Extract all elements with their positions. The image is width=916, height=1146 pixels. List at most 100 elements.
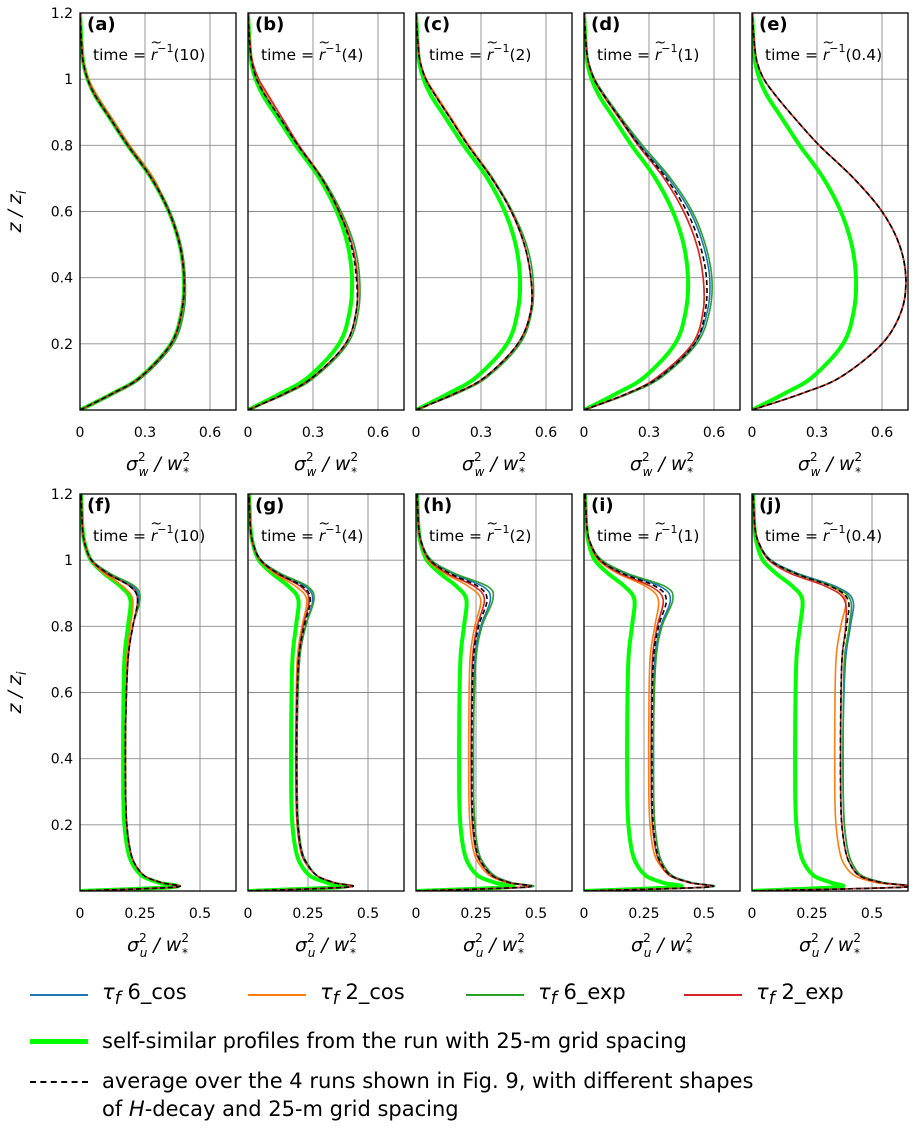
legend-item-average: average over the 4 runs shown in Fig. 9,… [30,1067,910,1123]
series-group-i [584,494,716,891]
time-annotation-i: time = r−1(1) [597,523,699,545]
ytick-label-f-2: 0.6 [51,686,73,702]
series-line-selfsim-d [584,13,691,410]
xtick-label-b-1: 0.3 [302,425,324,441]
time-annotation-tilde-h: ~ [486,516,498,532]
series-line-avg-f [80,494,182,891]
time-annotation-tilde-e: ~ [822,35,834,51]
time-annotation-tilde-g: ~ [318,516,330,532]
series-group-b [248,13,361,410]
ytick-label-f-3: 0.8 [51,619,73,635]
xlabel-a: σ2 w / w2 * [126,450,190,479]
panel-h: 0 0.25 0.5σ2 u / w2 * (h) time = r−1(2)~ [412,493,573,960]
time-annotation-d: time = r−1(1) [597,42,699,64]
time-annotation-e: time = r−1(0.4) [765,42,882,64]
xtick-label-a-0: 0 [76,425,85,441]
series-line-selfsim-j [752,494,846,891]
xtick-label-b-0: 0 [244,425,253,441]
legend-swatch-average [30,1081,88,1083]
panel-i: 0 0.25 0.5σ2 u / w2 * (i) time = r−1(1)~ [580,493,741,960]
legend: τf 6_cos τf 2_cos τf 6_exp τf 2_exp self… [30,975,910,1123]
xtick-label-g-0: 0 [244,906,253,922]
series-group-j [752,494,908,891]
ytick-label-a-1: 0.4 [51,271,73,287]
legend-item-tau2exp: τf 2_exp [684,975,844,1015]
legend-label-average-line1: average over the 4 runs shown in Fig. 9,… [102,1069,754,1093]
series-line-avg-a [80,13,185,410]
panel-label-i: (i) [591,495,614,516]
series-line-selfsim-i [584,494,684,891]
ytick-label-a-4: 1 [64,72,73,88]
time-annotation-f: time = r−1(10) [93,523,205,545]
time-annotation-tilde-d: ~ [654,35,666,51]
panel-b: 0 0.3 0.6 σ2 w / w2 * (b) time = r−1(4)~ [244,12,405,479]
legend-label-tau2cos: τf 2_cos [320,980,405,1010]
xlabel-b: σ2 w / w2 * [294,450,358,479]
axes-frame-h [415,493,573,892]
time-annotation-g: time = r−1(4) [261,523,363,545]
axes-frame-b [247,12,405,411]
legend-swatch-tau2cos [248,994,306,996]
xlabel-c: σ2 w / w2 * [462,450,526,479]
axes-frame-g [247,493,405,892]
panel-c: 0 0.3 0.6 σ2 w / w2 * (c) time = r−1(2)~ [412,12,573,479]
legend-item-selfsim: self-similar profiles from the run with … [30,1021,687,1061]
xtick-label-b-2: 0.6 [367,425,389,441]
panel-label-c: (c) [423,14,450,35]
legend-label-selfsim: self-similar profiles from the run with … [102,1029,687,1053]
axes-frame-e [751,12,909,411]
series-line-selfsim-e [752,13,859,410]
series-line-avg-g [248,494,355,891]
time-annotation-tilde-f: ~ [150,516,162,532]
legend-item-tau6cos: τf 6_cos [30,975,187,1015]
xtick-label-e-1: 0.3 [806,425,828,441]
xlabel-f: σ2 u / w2 * [127,931,189,960]
time-annotation-j: time = r−1(0.4) [765,523,882,545]
xtick-label-j-2: 0.5 [861,906,883,922]
axes-frame-j [751,493,909,892]
time-annotation-a: time = r−1(10) [93,42,205,64]
panel-g: 0 0.25 0.5σ2 u / w2 * (g) time = r−1(4)~ [244,493,405,960]
panel-j: 0 0.25 0.5σ2 u / w2 * (j) time = r−1(0.4)~ [748,493,909,960]
legend-row-selfsim: self-similar profiles from the run with … [30,1021,910,1061]
axes-frame-a [79,12,237,411]
xtick-label-i-1: 0.25 [628,906,659,922]
time-annotation-tilde-b: ~ [318,35,330,51]
legend-label-tau6cos: τf 6_cos [102,980,187,1010]
series-line-avg-e [752,13,907,410]
time-annotation-tilde-j: ~ [822,516,834,532]
legend-item-tau6exp: τf 6_exp [466,975,626,1015]
xtick-label-a-2: 0.6 [199,425,221,441]
ytick-label-f-1: 0.4 [51,752,73,768]
axes-frame-d [583,12,741,411]
xtick-label-f-0: 0 [76,906,85,922]
time-annotation-tilde-a: ~ [150,35,162,51]
ytick-label-f-4: 1 [64,553,73,569]
figure-panels: 0 0.3 0.6 0.2 0.4 0.6 0.8 1 1.2 z / zi σ2 w / w2 * (a… [4,6,909,960]
xtick-label-f-2: 0.5 [189,906,211,922]
series-group-f [80,494,182,891]
ytick-label-a-0: 0.2 [51,337,73,353]
series-line-selfsim-c [416,13,523,410]
series-line-avg-b [248,13,359,410]
legend-item-tau2cos: τf 2_cos [248,975,405,1015]
xtick-label-c-1: 0.3 [470,425,492,441]
panel-d: 0 0.3 0.6 σ2 w / w2 * (d) time = r−1(1)~ [580,12,741,479]
series-line-tau6exp-h [416,494,535,891]
series-line-selfsim-h [416,494,516,891]
legend-swatch-tau6cos [30,994,88,996]
xlabel-d: σ2 w / w2 * [630,450,694,479]
legend-label-average-line2: of H-decay and 25-m grid spacing [102,1097,459,1121]
xtick-label-f-1: 0.25 [124,906,155,922]
time-annotation-b: time = r−1(4) [261,42,363,64]
series-line-avg-j [752,494,908,891]
series-line-tau6exp-b [248,13,361,410]
panel-a: 0 0.3 0.6 0.2 0.4 0.6 0.8 1 1.2 z / zi σ2 w / w2 * (a… [4,6,237,479]
panel-label-f: (f) [87,495,111,516]
time-annotation-h: time = r−1(2) [429,523,531,545]
axes-frame-c [415,12,573,411]
xlabel-h: σ2 u / w2 * [463,931,525,960]
xtick-label-i-0: 0 [580,906,589,922]
xtick-label-h-0: 0 [412,906,421,922]
ytick-label-f-0: 0.2 [51,818,73,834]
